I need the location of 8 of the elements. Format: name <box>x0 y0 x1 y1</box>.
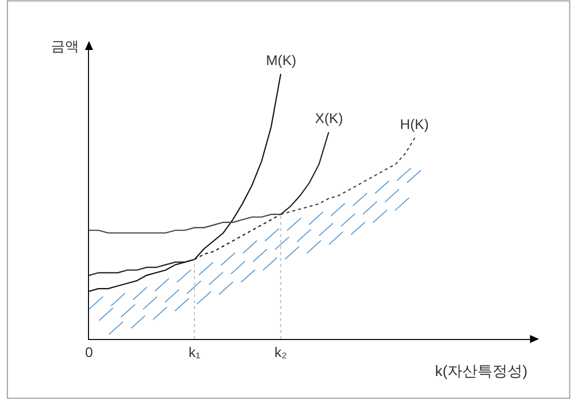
x-axis-title: k(자산특정성) <box>435 363 528 380</box>
series-label: X(K) <box>315 110 343 126</box>
series-label: M(K) <box>266 52 296 68</box>
x-tick-label: k₁ <box>188 344 201 360</box>
x-tick-label: 0 <box>85 344 94 360</box>
y-axis-title: 금액 <box>51 38 79 54</box>
series-label: H(K) <box>400 116 429 132</box>
x-tick-label: k₂ <box>274 344 287 360</box>
